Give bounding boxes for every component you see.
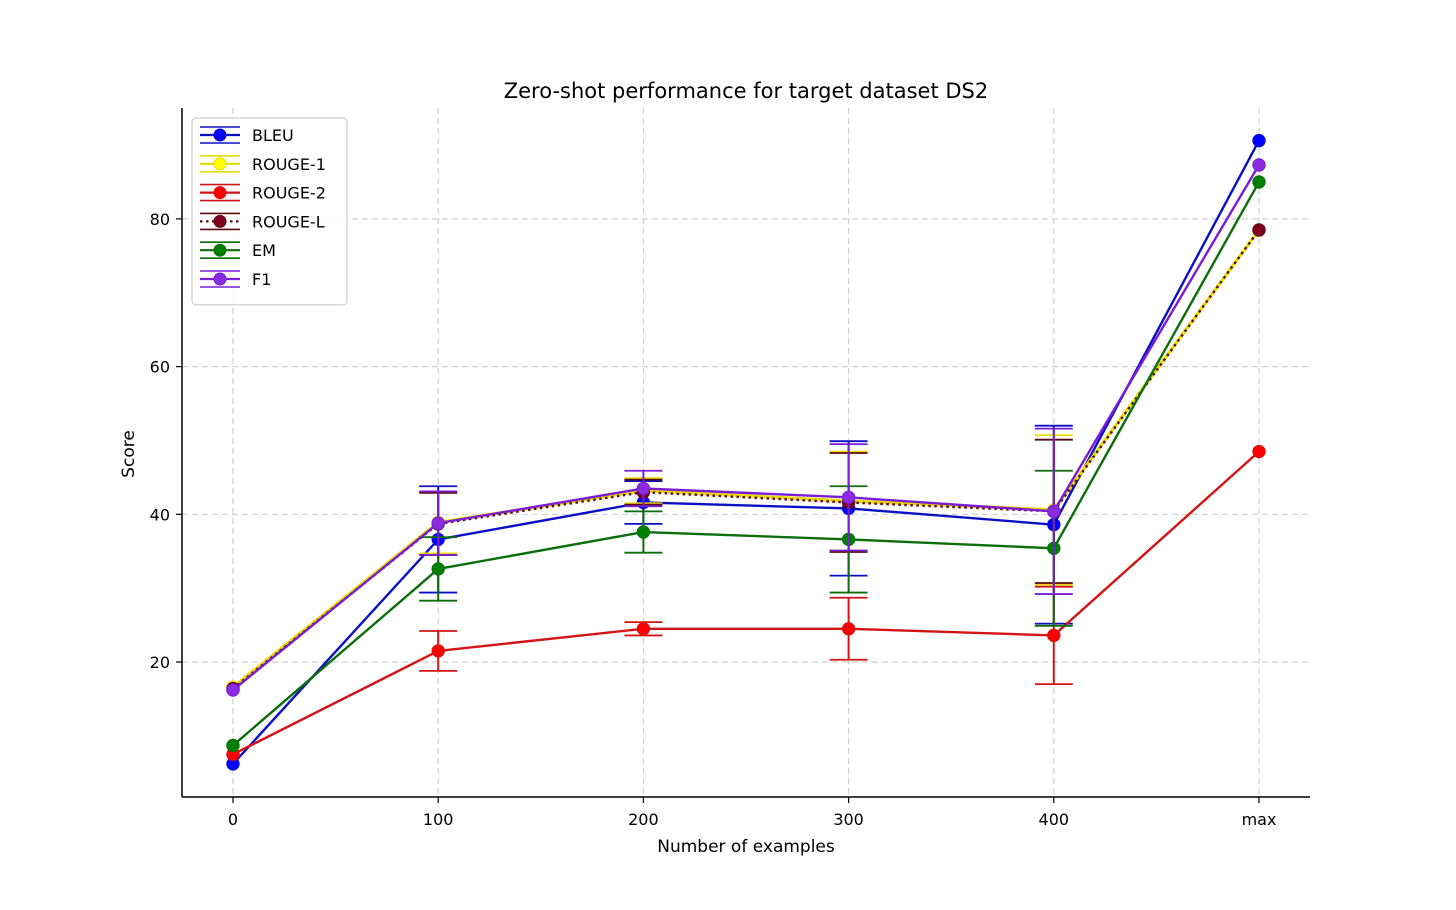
legend-marker xyxy=(213,157,227,171)
data-point xyxy=(636,481,651,496)
data-point xyxy=(1252,444,1266,459)
y-tick-label: 60 xyxy=(150,358,170,377)
y-tick-label: 40 xyxy=(150,505,170,524)
x-tick-label: max xyxy=(1242,810,1277,829)
legend-item: ROUGE-1 xyxy=(200,155,326,174)
legend-label: ROUGE-1 xyxy=(252,155,326,174)
legend-item: F1 xyxy=(200,270,271,289)
x-axis-label: Number of examples xyxy=(657,837,835,857)
legend-label: EM xyxy=(252,241,276,260)
data-point xyxy=(431,516,445,530)
legend-marker xyxy=(213,272,227,286)
data-point xyxy=(636,525,651,539)
series-line xyxy=(232,450,1260,756)
series-rouge-l xyxy=(226,223,1266,696)
data-point xyxy=(841,622,856,636)
legend-label: ROUGE-2 xyxy=(252,184,326,203)
series-layer xyxy=(226,133,1266,771)
data-point xyxy=(1252,133,1266,148)
y-axis-label: Score xyxy=(119,430,139,478)
y-tick-label: 80 xyxy=(150,210,170,229)
legend-label: ROUGE-L xyxy=(252,212,325,231)
legend-marker xyxy=(213,128,227,142)
legend-item: EM xyxy=(200,241,276,260)
data-point xyxy=(1047,504,1061,519)
legend-marker xyxy=(213,214,227,228)
data-point xyxy=(1252,158,1266,172)
legend-item: ROUGE-L xyxy=(200,212,325,231)
legend-item: ROUGE-2 xyxy=(200,184,326,203)
data-point xyxy=(226,738,240,753)
x-tick-label: 0 xyxy=(228,810,238,829)
series-line xyxy=(232,229,1260,690)
legend-label: F1 xyxy=(252,270,271,289)
series-rouge-2 xyxy=(226,444,1266,762)
legend-item: BLEU xyxy=(200,126,294,145)
series-line xyxy=(232,140,1261,765)
legend-label: BLEU xyxy=(252,126,294,145)
series-line xyxy=(232,164,1261,691)
series-f1 xyxy=(226,158,1266,697)
y-tick-label: 20 xyxy=(150,653,170,672)
legend-marker xyxy=(213,243,227,257)
data-point xyxy=(1252,223,1266,237)
x-tick-label: 300 xyxy=(833,810,864,829)
data-point xyxy=(431,644,445,658)
data-point xyxy=(841,490,856,505)
x-tick-label: 200 xyxy=(628,810,659,829)
data-point xyxy=(226,683,240,697)
data-point xyxy=(1252,175,1266,189)
axes-layer: 0 100 200 300 400 max 20 40 60 80 xyxy=(150,108,1310,829)
data-point xyxy=(431,562,445,576)
x-tick-label: 400 xyxy=(1039,810,1070,829)
data-point xyxy=(636,622,651,636)
data-point xyxy=(1047,628,1061,643)
legend: BLEU ROUGE-1 ROUGE-2 ROUGE-L EM F1 xyxy=(191,117,348,306)
legend-marker xyxy=(213,186,227,200)
chart-title: Zero-shot performance for target dataset… xyxy=(504,79,988,103)
series-em xyxy=(226,175,1266,753)
x-tick-label: 100 xyxy=(423,810,454,829)
series-line xyxy=(232,181,1261,747)
series-rouge-1 xyxy=(226,223,1266,694)
series-bleu xyxy=(226,133,1266,771)
